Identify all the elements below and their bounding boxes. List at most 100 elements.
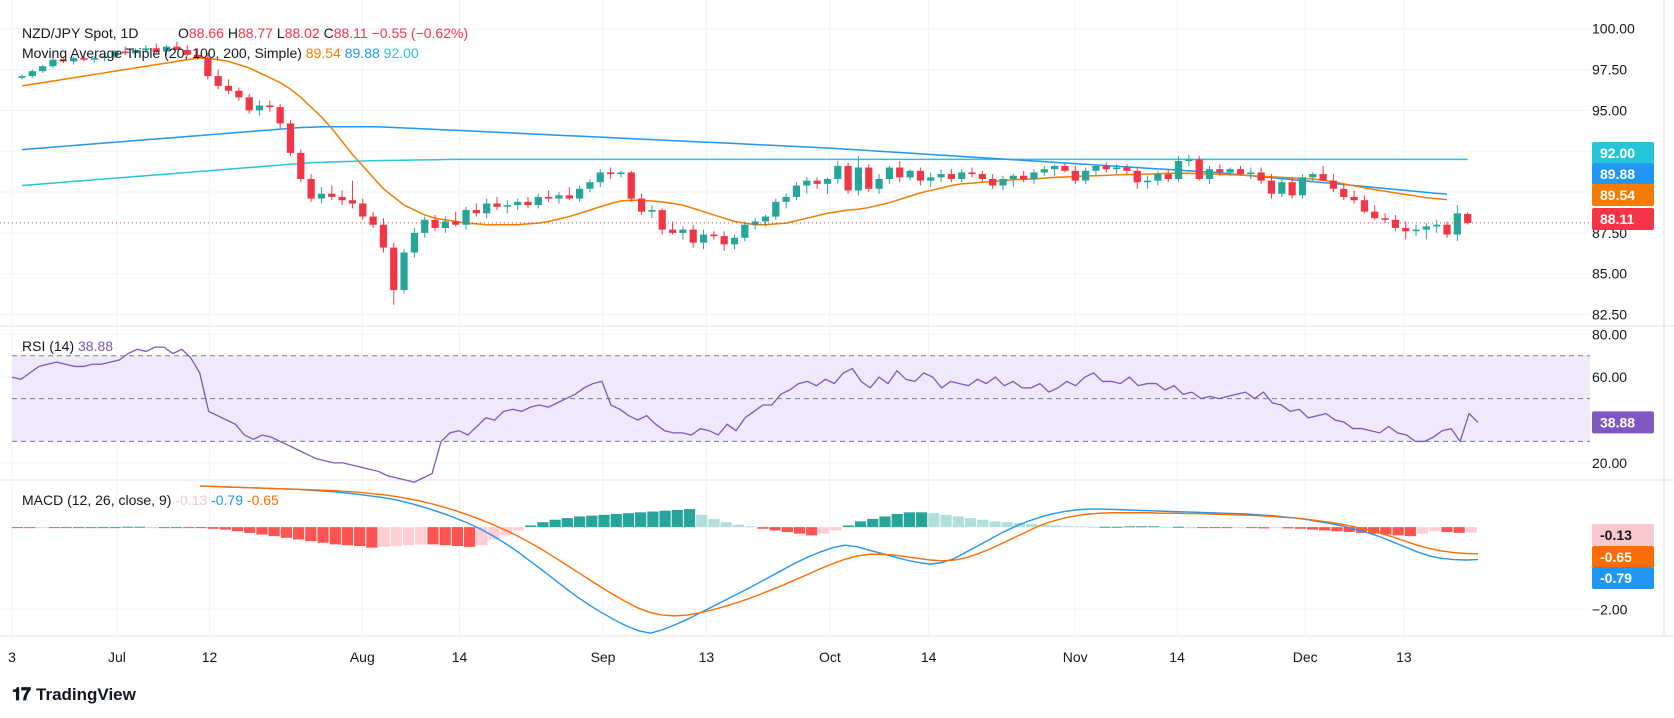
- macd-hist-bar: [329, 527, 341, 545]
- price-pane[interactable]: [0, 41, 1590, 305]
- macd-hist-bar: [757, 527, 769, 529]
- price-tick-label: 95.00: [1592, 102, 1627, 118]
- candle-body: [214, 76, 222, 86]
- macd-hist-bar: [732, 524, 744, 528]
- x-tick-label: 13: [1396, 649, 1412, 665]
- macd-hist-bar: [854, 521, 867, 528]
- macd-hist-bar: [891, 513, 903, 528]
- grid-lines: [0, 0, 1674, 637]
- macd-hist-bar: [1404, 527, 1416, 537]
- candle-body: [1030, 172, 1038, 179]
- macd-hist-bar: [439, 527, 451, 546]
- macd-hist-bar: [818, 527, 830, 534]
- legend-macd-part: -0.79: [211, 492, 247, 508]
- macd-hist-bar: [1074, 526, 1087, 528]
- candle-body: [421, 219, 429, 233]
- candle-body: [1226, 169, 1234, 173]
- macd-hist-bar: [85, 527, 97, 529]
- candle-body: [193, 54, 202, 59]
- price-tick-label: 82.50: [1592, 307, 1627, 323]
- legend-ohlc-part: 88.02: [285, 25, 320, 41]
- candle-body: [90, 58, 98, 60]
- macd-hist-bar: [586, 515, 598, 528]
- legend-macd: MACD (12, 26, close, 9) -0.13 -0.79 -0.6…: [22, 492, 279, 508]
- macd-hist-bar: [1135, 526, 1148, 528]
- candle-body: [1071, 170, 1079, 181]
- legend-ma: Moving Average Triple (20, 100, 200, Sim…: [22, 45, 419, 61]
- macd-hist-bar: [256, 527, 268, 535]
- macd-hist-bar: [1099, 526, 1111, 528]
- candle-body: [121, 51, 129, 54]
- candle-body: [813, 180, 821, 184]
- macd-hist-bar: [549, 519, 561, 528]
- macd-hist-bar: [48, 527, 60, 529]
- candle-body: [204, 58, 212, 77]
- macd-hist-bar: [964, 518, 977, 528]
- candle-body: [235, 90, 243, 98]
- macd-hist-bar: [390, 527, 402, 547]
- x-tick-label: 3: [8, 649, 16, 665]
- candle-body: [400, 252, 408, 291]
- candle-body: [1309, 174, 1317, 178]
- candle-body: [328, 193, 336, 197]
- candle-body: [596, 172, 604, 183]
- macd-hist-bar: [488, 527, 500, 540]
- price-badge-label: 89.88: [1600, 166, 1635, 182]
- macd-hist-bar: [940, 514, 952, 528]
- brand-name: TradingView: [36, 684, 136, 704]
- price-badge: [1592, 163, 1654, 185]
- candle-body: [772, 201, 780, 217]
- tradingview-brand[interactable]: 𝟏𝟕 TradingView: [12, 684, 136, 705]
- candle-body: [183, 49, 191, 55]
- macd-badge-label: -0.79: [1600, 570, 1632, 586]
- candle-body: [1236, 169, 1245, 175]
- macd-hist-bar: [244, 527, 256, 533]
- macd-hist-bar: [60, 527, 73, 529]
- candle-body: [555, 195, 563, 199]
- signal-line: [199, 485, 1479, 617]
- candle-body: [958, 172, 966, 179]
- candle-body: [617, 172, 625, 175]
- macd-hist-bar: [292, 527, 305, 540]
- macd-badge: [1592, 567, 1654, 589]
- macd-hist-bar: [525, 525, 537, 528]
- macd-pane[interactable]: [12, 485, 1479, 634]
- macd-hist-bar: [1380, 527, 1392, 535]
- candle-body: [730, 237, 739, 245]
- macd-hist-bar: [305, 527, 317, 542]
- candle-body: [637, 198, 646, 212]
- candle-body: [348, 200, 357, 204]
- macd-hist-bar: [1038, 524, 1050, 528]
- macd-hist-bar: [1221, 527, 1233, 529]
- candle-body: [379, 224, 388, 248]
- price-badge-label: 92.00: [1600, 145, 1635, 161]
- macd-hist-bar: [1123, 526, 1135, 528]
- macd-hist-bar: [170, 527, 183, 529]
- candle-body: [916, 170, 924, 181]
- macd-badge: [1592, 524, 1654, 546]
- macd-hist-bar: [378, 527, 390, 547]
- legend-ohlc-part: C: [320, 25, 334, 41]
- macd-hist-bar: [671, 509, 683, 528]
- candle-body: [761, 216, 770, 222]
- macd-line: [199, 485, 1479, 634]
- candle-body: [1112, 167, 1121, 170]
- candle-body: [1443, 224, 1451, 235]
- rsi-tick-label: 20.00: [1592, 455, 1627, 471]
- macd-hist-bar: [1025, 523, 1038, 528]
- candle-body: [782, 196, 790, 202]
- candle-body: [1402, 227, 1410, 232]
- rsi-pane[interactable]: [11, 346, 1590, 483]
- candle-body: [59, 59, 67, 62]
- macd-hist-bar: [402, 527, 415, 546]
- legend-ohlc-part: L: [273, 25, 285, 41]
- x-tick-label: 14: [452, 649, 468, 665]
- candle-body: [1185, 159, 1193, 162]
- macd-hist-bar: [989, 521, 1001, 528]
- legend-ohlc-part: −0.55 (−0.62%): [368, 25, 468, 41]
- macd-hist-bar: [806, 527, 818, 536]
- macd-hist-bar: [341, 527, 354, 546]
- macd-tick-label: −2.00: [1592, 601, 1628, 617]
- candle-body: [1453, 213, 1461, 235]
